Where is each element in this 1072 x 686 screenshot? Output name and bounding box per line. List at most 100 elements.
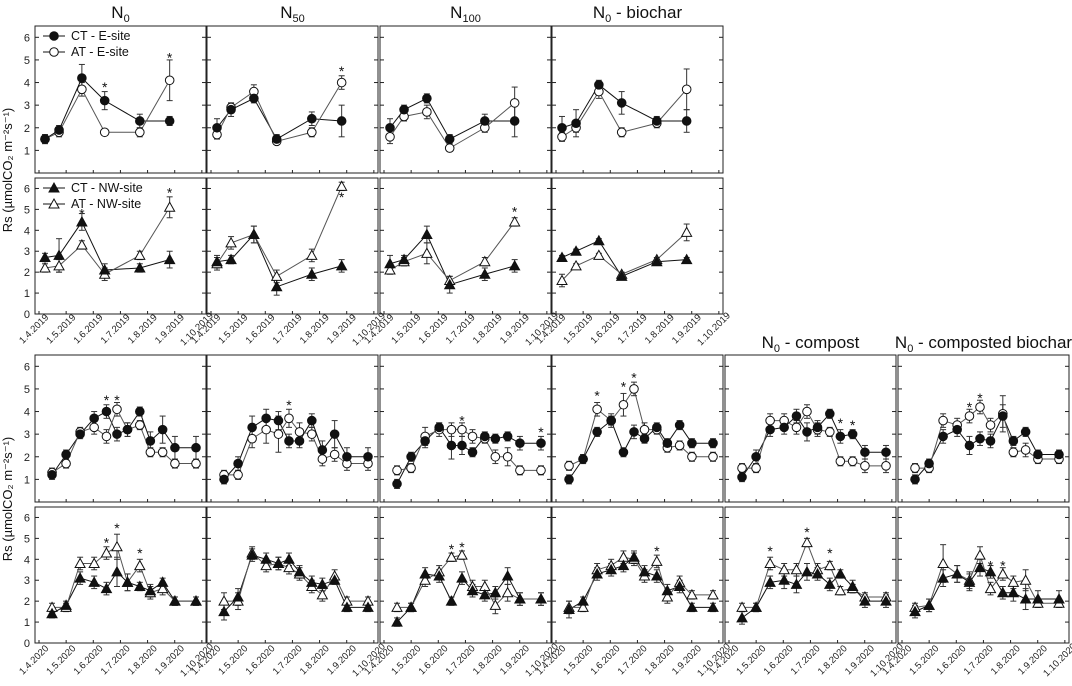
panel-frame <box>206 354 379 503</box>
at-data-point <box>307 127 317 138</box>
ct-data-point <box>686 601 698 612</box>
at-data-point <box>790 563 803 575</box>
ct-data-point <box>515 438 525 449</box>
y-tick-label: 6 <box>24 32 30 44</box>
panel-frame <box>206 25 379 174</box>
at-data-point <box>391 601 403 612</box>
ct-data-point <box>489 586 502 598</box>
title-main: N <box>895 333 907 352</box>
at-data-point <box>490 451 501 462</box>
ct-data-point <box>328 574 341 585</box>
ct-data-point <box>100 582 113 594</box>
at-data-point <box>687 451 697 462</box>
ct-data-point <box>61 449 71 460</box>
at-data-point <box>764 557 776 568</box>
at-data-point <box>445 551 458 562</box>
at-data-point <box>422 107 432 117</box>
ct-data-point <box>501 570 514 581</box>
significance-marker: * <box>286 397 292 413</box>
ct-data-point <box>284 436 294 446</box>
significance-marker: * <box>838 415 844 431</box>
at-data-point <box>164 75 175 86</box>
ct-data-point <box>605 563 618 575</box>
ct-data-point <box>399 104 409 115</box>
at-data-point <box>1019 574 1032 585</box>
y-tick-label: 4 <box>24 225 30 237</box>
at-data-point <box>557 132 567 142</box>
ct-data-point <box>1019 593 1032 604</box>
at-data-point <box>283 561 295 573</box>
ct-data-point <box>98 264 111 275</box>
ct-data-point <box>924 458 934 469</box>
at-data-point <box>825 427 835 437</box>
y-tick-label: 6 <box>24 361 30 373</box>
at-data-point <box>501 586 514 598</box>
ct-data-point <box>219 474 229 485</box>
at-data-point <box>975 402 985 412</box>
ct-data-point <box>535 593 547 604</box>
ct-data-point <box>40 134 50 144</box>
legend-marker <box>48 181 60 193</box>
ct-data-point <box>480 116 490 126</box>
ct-data-point <box>1008 436 1019 446</box>
ct-data-point <box>811 567 824 579</box>
ct-data-point <box>233 458 243 469</box>
ct-data-point <box>75 429 85 439</box>
title-subscript: 0 <box>907 343 913 355</box>
at-data-point <box>260 559 273 571</box>
at-data-point <box>564 461 574 471</box>
ct-data-point <box>405 601 417 612</box>
at-data-point <box>446 424 457 435</box>
panel-series-group <box>385 86 520 153</box>
ct-data-point <box>191 442 201 453</box>
ct-data-point <box>880 595 892 606</box>
significance-marker: * <box>102 79 108 95</box>
ct-data-point <box>329 429 340 439</box>
at-data-point <box>680 226 693 237</box>
at-data-point <box>270 270 283 281</box>
ct-data-point <box>293 565 306 577</box>
at-data-point <box>88 557 101 568</box>
at-data-point <box>835 456 846 467</box>
ct-data-point <box>457 440 467 451</box>
ct-data-point <box>1053 593 1065 604</box>
at-data-point <box>385 132 395 142</box>
significance-marker: * <box>167 185 173 201</box>
y-tick-label: 2 <box>24 596 30 608</box>
significance-marker: * <box>339 63 345 79</box>
ct-data-point <box>687 438 697 449</box>
significance-marker: * <box>339 189 345 205</box>
legend-marker <box>49 31 59 41</box>
at-data-point <box>502 451 513 462</box>
at-data-point <box>457 424 467 435</box>
ct-data-point <box>514 593 526 604</box>
title-subscript: 0 <box>124 13 130 25</box>
legend-label: CT - E-site <box>71 29 131 43</box>
ct-data-point <box>736 611 748 623</box>
ct-data-point <box>996 586 1009 598</box>
at-data-point <box>61 458 71 469</box>
ct-data-point <box>398 253 410 265</box>
ct-data-point <box>1020 427 1031 437</box>
panel-series-group <box>218 546 374 621</box>
title-subscript: 0 <box>605 13 611 25</box>
at-data-point <box>467 431 478 442</box>
panel-frame <box>34 177 207 315</box>
at-data-point <box>489 599 502 610</box>
legend-label: AT - E-site <box>71 45 129 59</box>
ct-data-point <box>247 422 257 433</box>
ct-data-point <box>591 567 603 579</box>
ct-data-point <box>998 411 1008 421</box>
ct-data-point <box>307 415 317 426</box>
ct-data-point <box>271 134 282 144</box>
y-axis-label: Rs (µmolCO₂ m⁻²s⁻¹) <box>0 108 15 232</box>
ct-data-point <box>363 451 373 462</box>
ct-data-point <box>273 415 284 426</box>
significance-marker: * <box>79 206 85 222</box>
ct-data-point <box>445 595 458 606</box>
panel-title: N0 - composted biochar <box>895 333 1072 355</box>
significance-marker: * <box>594 388 600 404</box>
ct-data-point <box>133 580 146 592</box>
significance-marker: * <box>988 558 994 574</box>
ct-data-point <box>260 553 273 564</box>
